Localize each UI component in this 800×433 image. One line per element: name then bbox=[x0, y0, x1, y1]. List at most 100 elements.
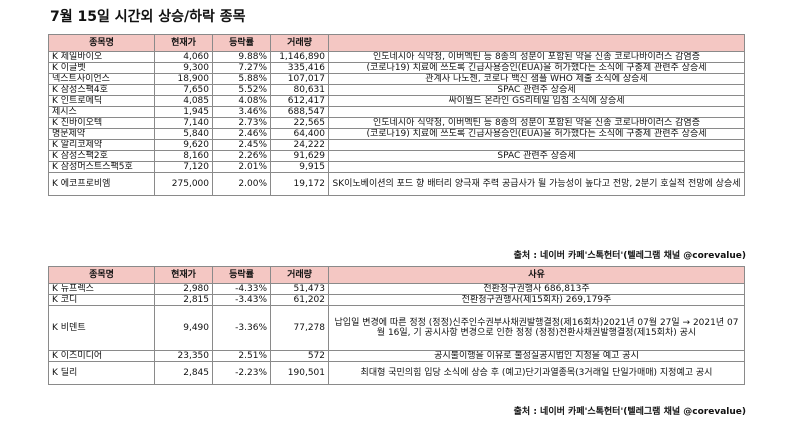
stock-name: 명문제약 bbox=[48, 128, 155, 140]
table-row: K 삼성스팩2호 8,160 2.26% 91,629 SPAC 관련주 상승세 bbox=[48, 150, 745, 162]
page-title: 7월 15일 시간외 상승/하락 종목 bbox=[50, 9, 246, 25]
table-row: K 진바이오텍 7,140 2.73% 22,565 인도네시아 식약청, 이버… bbox=[48, 117, 745, 129]
table-row: K 비덴트 9,490 -3.36% 77,278 납입일 변경에 따른 정정 … bbox=[48, 305, 745, 351]
stock-reason: 전환청구권행사(제15회차) 269,179주 bbox=[328, 294, 745, 306]
stock-name: K 알리코제약 bbox=[48, 139, 155, 151]
stock-price: 4,060 bbox=[154, 51, 213, 63]
stock-reason: 공시불이행을 이유로 불성실공시법인 지정을 예고 공시 bbox=[328, 350, 745, 362]
table-row: K 삼성스팩4호 7,650 5.52% 80,631 SPAC 관련주 상승세 bbox=[48, 84, 745, 96]
stock-rate: -3.36% bbox=[212, 305, 271, 351]
table-header-row: 종목명 현재가 등락률 거래량 사유 bbox=[48, 266, 745, 284]
table-row: K 에코프로비엠 275,000 2.00% 19,172 SK이노베이션의 포… bbox=[48, 172, 745, 196]
stock-volume: 190,501 bbox=[270, 361, 329, 385]
stock-reason: (코로나19) 치료에 쓰도록 긴급사용승인(EUA)을 허가했다는 소식에 구… bbox=[328, 128, 745, 140]
stock-price: 7,140 bbox=[154, 117, 213, 129]
stock-rate: 2.73% bbox=[212, 117, 271, 129]
stock-price: 7,120 bbox=[154, 161, 213, 173]
table-row: K 코디 2,815 -3.43% 61,202 전환청구권행사(제15회차) … bbox=[48, 294, 745, 306]
table-row: K 인트로메딕 4,085 4.08% 612,417 싸이월드 온라인 GS리… bbox=[48, 95, 745, 107]
stock-volume: 688,547 bbox=[270, 106, 329, 118]
stock-rate: -4.33% bbox=[212, 283, 271, 295]
stock-volume: 51,473 bbox=[270, 283, 329, 295]
stock-volume: 24,222 bbox=[270, 139, 329, 151]
stock-price: 2,815 bbox=[154, 294, 213, 306]
stock-name: 제시스 bbox=[48, 106, 155, 118]
rise-fall-table: 종목명 현재가 등락률 거래량 K 제일바이오 4,060 9.88% 1,14… bbox=[48, 34, 745, 196]
table-row: K 이즈미디어 23,350 2.51% 572 공시불이행을 이유로 불성실공… bbox=[48, 350, 745, 362]
stock-rate: 2.01% bbox=[212, 161, 271, 173]
stock-reason: 싸이월드 온라인 GS리테일 입점 소식에 상승세 bbox=[328, 95, 745, 107]
stock-price: 18,900 bbox=[154, 73, 213, 85]
stock-rate: 3.46% bbox=[212, 106, 271, 118]
header-reason bbox=[328, 34, 745, 52]
stock-volume: 22,565 bbox=[270, 117, 329, 129]
stock-rate: 2.51% bbox=[212, 350, 271, 362]
stock-name: K 인트로메딕 bbox=[48, 95, 155, 107]
stock-price: 5,840 bbox=[154, 128, 213, 140]
stock-volume: 61,202 bbox=[270, 294, 329, 306]
stock-name: 넥스트사이언스 bbox=[48, 73, 155, 85]
stock-reason: SPAC 관련주 상승세 bbox=[328, 150, 745, 162]
disclosure-table: 종목명 현재가 등락률 거래량 사유 K 뉴프렉스 2,980 -4.33% 5… bbox=[48, 266, 745, 385]
stock-price: 9,490 bbox=[154, 305, 213, 351]
stock-volume: 64,400 bbox=[270, 128, 329, 140]
header-rate: 등락률 bbox=[212, 34, 271, 52]
stock-rate: 2.45% bbox=[212, 139, 271, 151]
stock-volume: 91,629 bbox=[270, 150, 329, 162]
header-name: 종목명 bbox=[48, 34, 155, 52]
table-row: K 제일바이오 4,060 9.88% 1,146,890 인도네시아 식약청,… bbox=[48, 51, 745, 63]
stock-reason: 관계사 나노젠, 코로나 백신 샘플 WHO 제출 소식에 상승세 bbox=[328, 73, 745, 85]
stock-reason: (코로나19) 치료에 쓰도록 긴급사용승인(EUA)을 허가했다는 소식에 구… bbox=[328, 62, 745, 74]
stock-price: 7,650 bbox=[154, 84, 213, 96]
header-rate: 등락률 bbox=[212, 266, 271, 284]
source-note: 출처 : 네이버 카페'스톡헌터'(텔레그램 채널 @corevalue) bbox=[513, 407, 746, 417]
source-note: 출처 : 네이버 카페'스톡헌터'(텔레그램 채널 @corevalue) bbox=[513, 251, 746, 261]
stock-volume: 9,915 bbox=[270, 161, 329, 173]
stock-reason bbox=[328, 161, 745, 173]
stock-price: 2,980 bbox=[154, 283, 213, 295]
stock-name: K 비덴트 bbox=[48, 305, 155, 351]
header-volume: 거래량 bbox=[270, 34, 329, 52]
stock-reason: SK이노베이션의 포드 향 배터리 양극재 주력 공급사가 될 가능성이 높다고… bbox=[328, 172, 745, 196]
stock-volume: 80,631 bbox=[270, 84, 329, 96]
header-reason: 사유 bbox=[328, 266, 745, 284]
stock-name: K 진바이오텍 bbox=[48, 117, 155, 129]
stock-name: K 삼성스팩2호 bbox=[48, 150, 155, 162]
stock-name: K 에코프로비엠 bbox=[48, 172, 155, 196]
stock-rate: 2.00% bbox=[212, 172, 271, 196]
stock-name: K 딜리 bbox=[48, 361, 155, 385]
header-name: 종목명 bbox=[48, 266, 155, 284]
stock-reason: 인도네시아 식약청, 이버멕틴 등 8종의 성분이 포함된 약을 신종 코로나바… bbox=[328, 117, 745, 129]
stock-name: K 이즈미디어 bbox=[48, 350, 155, 362]
stock-reason: SPAC 관련주 상승세 bbox=[328, 84, 745, 96]
header-volume: 거래량 bbox=[270, 266, 329, 284]
stock-rate: 5.88% bbox=[212, 73, 271, 85]
stock-rate: -2.23% bbox=[212, 361, 271, 385]
stock-name: K 코디 bbox=[48, 294, 155, 306]
stock-price: 9,300 bbox=[154, 62, 213, 74]
stock-volume: 1,146,890 bbox=[270, 51, 329, 63]
table-header-row: 종목명 현재가 등락률 거래량 bbox=[48, 34, 745, 52]
stock-price: 275,000 bbox=[154, 172, 213, 196]
stock-volume: 572 bbox=[270, 350, 329, 362]
table-row: 명문제약 5,840 2.46% 64,400 (코로나19) 치료에 쓰도록 … bbox=[48, 128, 745, 140]
table-row: K 삼성머스트스팩5호 7,120 2.01% 9,915 bbox=[48, 161, 745, 173]
header-price: 현재가 bbox=[154, 266, 213, 284]
stock-rate: -3.43% bbox=[212, 294, 271, 306]
stock-rate: 5.52% bbox=[212, 84, 271, 96]
stock-rate: 4.08% bbox=[212, 95, 271, 107]
stock-price: 2,845 bbox=[154, 361, 213, 385]
stock-rate: 7.27% bbox=[212, 62, 271, 74]
stock-volume: 77,278 bbox=[270, 305, 329, 351]
table-row: K 이글벳 9,300 7.27% 335,416 (코로나19) 치료에 쓰도… bbox=[48, 62, 745, 74]
stock-reason: 인도네시아 식약청, 이버멕틴 등 8종의 성분이 포함된 약을 신종 코로나바… bbox=[328, 51, 745, 63]
stock-price: 9,620 bbox=[154, 139, 213, 151]
table-row: 넥스트사이언스 18,900 5.88% 107,017 관계사 나노젠, 코로… bbox=[48, 73, 745, 85]
stock-name: K 제일바이오 bbox=[48, 51, 155, 63]
stock-price: 8,160 bbox=[154, 150, 213, 162]
stock-volume: 335,416 bbox=[270, 62, 329, 74]
stock-price: 1,945 bbox=[154, 106, 213, 118]
stock-rate: 9.88% bbox=[212, 51, 271, 63]
stock-rate: 2.26% bbox=[212, 150, 271, 162]
stock-name: K 뉴프렉스 bbox=[48, 283, 155, 295]
